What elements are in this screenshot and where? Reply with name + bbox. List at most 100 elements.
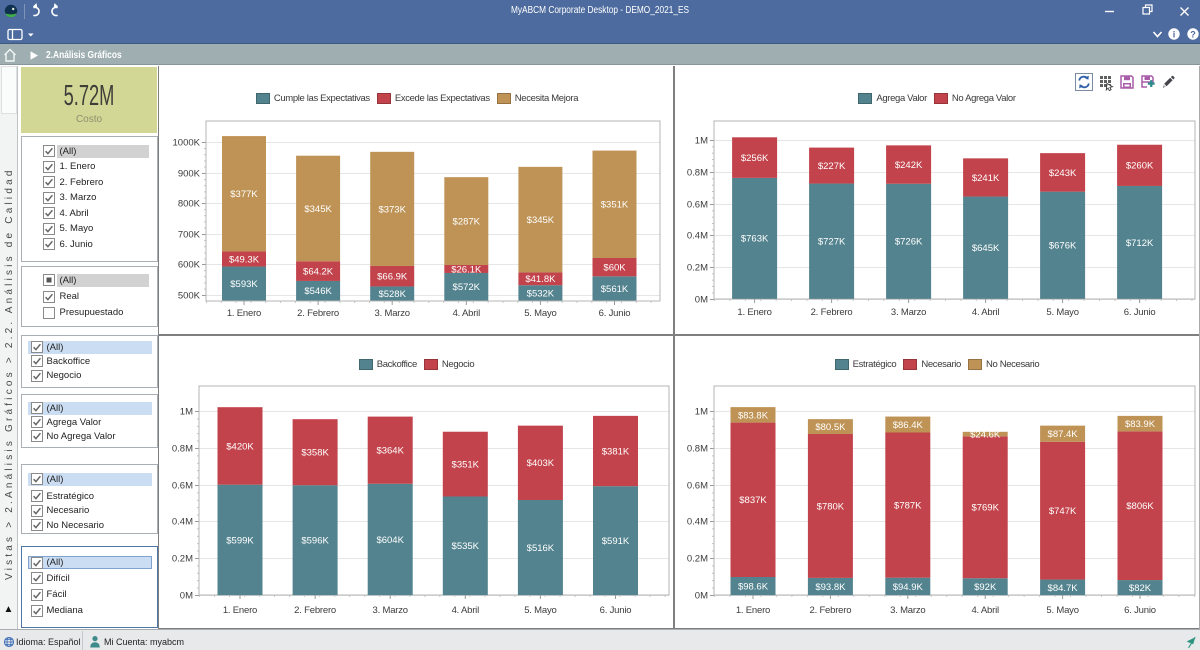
svg-text:$86.4K: $86.4K bbox=[893, 420, 924, 431]
svg-text:$747K: $747K bbox=[1049, 506, 1077, 517]
svg-text:$92K: $92K bbox=[974, 582, 997, 593]
svg-text:1. Enero: 1. Enero bbox=[227, 308, 261, 319]
svg-text:$561K: $561K bbox=[601, 284, 629, 295]
svg-text:$528K: $528K bbox=[378, 289, 406, 300]
svg-text:700K: 700K bbox=[178, 230, 201, 241]
svg-text:6. Junio: 6. Junio bbox=[600, 605, 632, 616]
svg-text:6. Junio: 6. Junio bbox=[599, 308, 631, 319]
svg-text:$49.3K: $49.3K bbox=[229, 254, 260, 265]
svg-text:$712K: $712K bbox=[1126, 238, 1154, 249]
svg-text:$26.1K: $26.1K bbox=[451, 264, 482, 275]
svg-text:4. Abril: 4. Abril bbox=[972, 307, 1000, 318]
svg-text:$516K: $516K bbox=[527, 543, 555, 554]
svg-text:0.6M: 0.6M bbox=[687, 200, 708, 211]
svg-text:$593K: $593K bbox=[230, 279, 258, 290]
svg-text:3. Marzo: 3. Marzo bbox=[375, 308, 410, 319]
svg-text:900K: 900K bbox=[178, 169, 201, 180]
svg-text:2. Febrero: 2. Febrero bbox=[297, 308, 339, 319]
svg-text:$676K: $676K bbox=[1049, 241, 1077, 252]
svg-text:4. Abril: 4. Abril bbox=[452, 605, 480, 616]
svg-text:2. Febrero: 2. Febrero bbox=[811, 307, 853, 318]
svg-text:$780K: $780K bbox=[817, 501, 845, 512]
svg-text:4. Abril: 4. Abril bbox=[453, 308, 481, 319]
svg-text:$256K: $256K bbox=[741, 153, 769, 164]
svg-text:$66.9K: $66.9K bbox=[377, 272, 408, 283]
svg-text:$591K: $591K bbox=[602, 536, 630, 547]
svg-text:6. Junio: 6. Junio bbox=[1124, 307, 1156, 318]
svg-text:$83.9K: $83.9K bbox=[1125, 419, 1156, 430]
svg-text:$60K: $60K bbox=[603, 263, 626, 274]
svg-text:$535K: $535K bbox=[452, 541, 480, 552]
svg-text:$769K: $769K bbox=[971, 503, 999, 514]
svg-text:$604K: $604K bbox=[376, 535, 404, 546]
svg-text:i: i bbox=[1173, 29, 1176, 39]
svg-text:$87.4K: $87.4K bbox=[1048, 429, 1079, 440]
svg-text:0.8M: 0.8M bbox=[687, 168, 708, 179]
svg-text:$82K: $82K bbox=[1129, 583, 1152, 594]
svg-text:$763K: $763K bbox=[741, 234, 769, 245]
svg-text:$351K: $351K bbox=[452, 460, 480, 471]
svg-text:1000K: 1000K bbox=[173, 138, 201, 149]
svg-text:$572K: $572K bbox=[453, 282, 481, 293]
svg-text:5. Mayo: 5. Mayo bbox=[1046, 605, 1078, 616]
svg-text:$532K: $532K bbox=[527, 288, 555, 299]
svg-text:0.6M: 0.6M bbox=[172, 481, 193, 492]
svg-text:$351K: $351K bbox=[601, 200, 629, 211]
svg-text:1M: 1M bbox=[695, 407, 708, 418]
svg-text:1M: 1M bbox=[695, 136, 708, 147]
svg-text:500K: 500K bbox=[178, 291, 201, 302]
svg-text:0.4M: 0.4M bbox=[172, 517, 193, 528]
svg-text:1. Enero: 1. Enero bbox=[737, 307, 771, 318]
svg-text:4. Abril: 4. Abril bbox=[971, 605, 999, 616]
svg-text:0M: 0M bbox=[695, 591, 708, 602]
svg-text:$84.7K: $84.7K bbox=[1048, 583, 1079, 594]
svg-text:2. Febrero: 2. Febrero bbox=[294, 605, 336, 616]
svg-text:0.6M: 0.6M bbox=[687, 481, 708, 492]
svg-text:$287K: $287K bbox=[453, 217, 481, 228]
svg-text:$243K: $243K bbox=[1049, 168, 1077, 179]
svg-text:$358K: $358K bbox=[301, 448, 329, 459]
svg-text:$373K: $373K bbox=[378, 204, 406, 215]
svg-text:$93.8K: $93.8K bbox=[815, 582, 846, 593]
svg-text:$599K: $599K bbox=[226, 535, 254, 546]
svg-text:$98.6K: $98.6K bbox=[738, 582, 769, 593]
svg-text:$645K: $645K bbox=[972, 243, 1000, 254]
svg-text:$242K: $242K bbox=[895, 160, 923, 171]
svg-text:$83.8K: $83.8K bbox=[738, 410, 769, 421]
svg-text:$260K: $260K bbox=[1126, 161, 1154, 172]
svg-text:$727K: $727K bbox=[818, 237, 846, 248]
svg-text:$364K: $364K bbox=[376, 446, 404, 457]
svg-text:0.8M: 0.8M bbox=[687, 444, 708, 455]
svg-text:6. Junio: 6. Junio bbox=[1124, 605, 1156, 616]
svg-text:1. Enero: 1. Enero bbox=[223, 605, 257, 616]
svg-text:1. Enero: 1. Enero bbox=[736, 605, 770, 616]
svg-text:0M: 0M bbox=[180, 591, 193, 602]
svg-text:$41.8K: $41.8K bbox=[525, 274, 556, 285]
svg-text:$345K: $345K bbox=[304, 204, 332, 215]
svg-text:$806K: $806K bbox=[1126, 501, 1154, 512]
svg-text:0.8M: 0.8M bbox=[172, 444, 193, 455]
svg-text:3. Marzo: 3. Marzo bbox=[373, 605, 408, 616]
svg-text:$726K: $726K bbox=[895, 237, 923, 248]
svg-text:0M: 0M bbox=[695, 295, 708, 306]
svg-text:$420K: $420K bbox=[226, 441, 254, 452]
svg-text:5. Mayo: 5. Mayo bbox=[524, 605, 556, 616]
svg-text:$837K: $837K bbox=[739, 495, 767, 506]
svg-text:?: ? bbox=[1190, 29, 1196, 39]
svg-text:0.2M: 0.2M bbox=[687, 263, 708, 274]
svg-text:$345K: $345K bbox=[527, 215, 555, 226]
svg-text:5. Mayo: 5. Mayo bbox=[1046, 307, 1078, 318]
svg-text:0.2M: 0.2M bbox=[687, 554, 708, 565]
svg-text:5. Mayo: 5. Mayo bbox=[524, 308, 556, 319]
svg-text:$24.6K: $24.6K bbox=[970, 430, 1001, 441]
svg-text:$377K: $377K bbox=[230, 189, 258, 200]
svg-text:$546K: $546K bbox=[304, 286, 332, 297]
svg-text:0.2M: 0.2M bbox=[172, 554, 193, 565]
svg-text:1M: 1M bbox=[180, 407, 193, 418]
svg-text:600K: 600K bbox=[178, 260, 201, 271]
svg-text:3. Marzo: 3. Marzo bbox=[890, 605, 925, 616]
svg-text:0.4M: 0.4M bbox=[687, 231, 708, 242]
svg-text:$596K: $596K bbox=[301, 536, 329, 547]
svg-text:$381K: $381K bbox=[602, 446, 630, 457]
svg-text:$94.9K: $94.9K bbox=[893, 582, 924, 593]
